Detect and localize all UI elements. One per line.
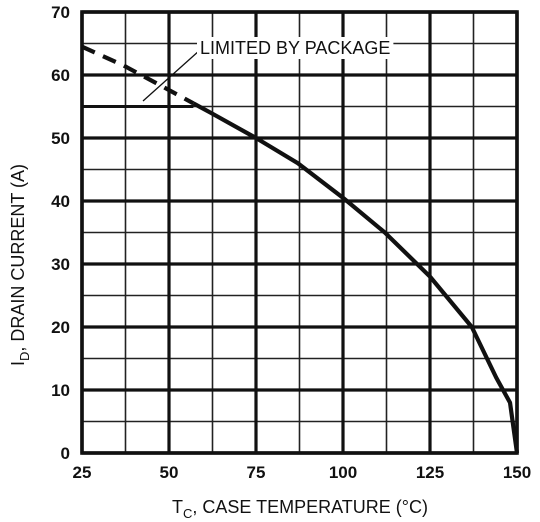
y-tick-label: 30 — [51, 255, 70, 274]
y-tick-label: 60 — [51, 66, 70, 85]
y-tick-label: 0 — [61, 444, 70, 463]
major-grid — [80, 10, 519, 455]
package-limited-curve — [81, 44, 195, 106]
tick-labels: 25 50 75 100 125 150 0 10 20 30 40 50 60 70 — [51, 3, 531, 482]
y-axis-label: ID, DRAIN CURRENT (A) — [8, 164, 32, 366]
annotation-label: LIMITED BY PACKAGE — [200, 38, 390, 58]
plot-frame — [80, 10, 519, 455]
x-tick-label: 150 — [503, 463, 531, 482]
annotation-leader-line — [142, 49, 201, 102]
annotation-group: LIMITED BY PACKAGE — [142, 37, 394, 102]
x-tick-label: 125 — [416, 463, 444, 482]
y-tick-label: 70 — [51, 3, 70, 22]
y-tick-label: 50 — [51, 129, 70, 148]
x-tick-label: 25 — [73, 463, 92, 482]
x-tick-label: 50 — [160, 463, 179, 482]
x-tick-label: 75 — [247, 463, 266, 482]
x-axis-label: TC, CASE TEMPERATURE (°C) — [172, 497, 428, 521]
drain-current-curve — [192, 101, 520, 454]
series-group — [81, 44, 520, 454]
x-tick-label: 100 — [329, 463, 357, 482]
annotation-label-background — [197, 37, 394, 59]
y-tick-label: 10 — [51, 381, 70, 400]
y-tick-label: 40 — [51, 192, 70, 211]
y-tick-label: 20 — [51, 318, 70, 337]
